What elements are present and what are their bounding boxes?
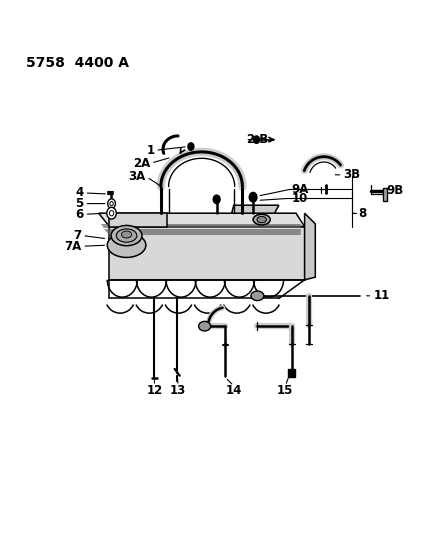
Polygon shape — [305, 213, 315, 280]
Text: 11: 11 — [373, 289, 390, 302]
Text: 9A: 9A — [292, 183, 309, 196]
Text: 14: 14 — [226, 384, 242, 397]
Circle shape — [107, 207, 116, 219]
Text: 10: 10 — [292, 192, 308, 205]
Circle shape — [188, 143, 194, 150]
Circle shape — [108, 199, 115, 208]
Text: 6: 6 — [76, 208, 84, 221]
Text: 4: 4 — [76, 187, 84, 199]
Ellipse shape — [111, 225, 142, 246]
Ellipse shape — [251, 291, 264, 301]
Ellipse shape — [116, 229, 137, 242]
Polygon shape — [99, 213, 305, 227]
Ellipse shape — [199, 321, 211, 331]
Polygon shape — [232, 205, 279, 213]
Text: 13: 13 — [170, 384, 186, 397]
Text: 12: 12 — [146, 384, 163, 397]
Ellipse shape — [253, 214, 270, 225]
Circle shape — [254, 136, 260, 143]
Text: 7: 7 — [73, 229, 82, 242]
Circle shape — [249, 192, 257, 202]
Text: 1: 1 — [146, 144, 154, 157]
Polygon shape — [109, 213, 167, 227]
Ellipse shape — [107, 233, 146, 257]
Polygon shape — [109, 227, 305, 280]
Text: 2A: 2A — [133, 157, 150, 169]
Text: 15: 15 — [277, 384, 293, 397]
FancyBboxPatch shape — [383, 188, 387, 201]
Text: 5: 5 — [76, 197, 84, 210]
FancyBboxPatch shape — [288, 369, 295, 377]
Text: 3B: 3B — [343, 168, 360, 181]
Circle shape — [110, 201, 113, 206]
Text: 2 B: 2 B — [247, 133, 268, 146]
Circle shape — [109, 211, 114, 216]
Text: 3A: 3A — [129, 171, 146, 183]
Ellipse shape — [257, 216, 266, 223]
Ellipse shape — [121, 231, 132, 238]
Text: 5758  4400 A: 5758 4400 A — [26, 56, 129, 70]
Circle shape — [213, 195, 220, 204]
Text: 9B: 9B — [386, 184, 403, 197]
Text: 7A: 7A — [64, 240, 82, 253]
Text: 8: 8 — [358, 207, 366, 220]
